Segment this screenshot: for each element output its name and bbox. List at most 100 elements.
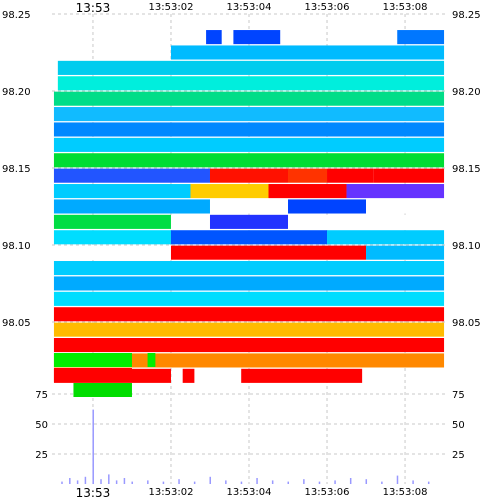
heat-cell-22-2 <box>241 368 363 383</box>
volume-bar-2 <box>76 480 79 484</box>
volume-bar-18 <box>271 480 274 484</box>
heat-cell-14-0 <box>53 245 171 260</box>
volume-bar-22 <box>334 480 336 484</box>
y-tick-label-right-1: 98.20 <box>452 87 481 98</box>
volume-bar-28 <box>427 481 430 484</box>
vol-tick-label-left-2: 25 <box>35 450 48 461</box>
x-tick-label-bottom-4: 13:53:08 <box>383 487 428 498</box>
heat-cell-9-1 <box>209 168 289 183</box>
volume-bar-15 <box>225 480 227 484</box>
x-tick-label-top-1: 13:53:02 <box>149 2 194 13</box>
volume-bar-27 <box>412 480 414 484</box>
heat-cell-0-1 <box>233 30 281 45</box>
y-tick-label-right-0: 98.25 <box>452 10 481 21</box>
volume-bar-7 <box>115 480 118 484</box>
volume-bar-6 <box>108 474 110 484</box>
volume-bar-17 <box>256 478 258 484</box>
volume-bar-14 <box>209 476 211 484</box>
heat-cell-11-0 <box>53 199 210 214</box>
heat-cell-19-0 <box>53 322 445 337</box>
x-tick-label-bottom-3: 13:53:06 <box>305 487 350 498</box>
volume-bar-8 <box>123 478 126 484</box>
heat-cell-17-0 <box>53 291 445 306</box>
heat-cell-10-2 <box>268 184 347 199</box>
vol-tick-label-left-0: 75 <box>35 390 48 401</box>
heat-cell-10-3 <box>346 184 445 199</box>
vol-tick-label-right-2: 25 <box>452 450 465 461</box>
y-tick-label-left-4: 98.05 <box>2 318 31 329</box>
heat-cell-15-0 <box>53 261 445 276</box>
heat-cell-10-1 <box>190 184 269 199</box>
heat-cell-9-0 <box>53 168 210 183</box>
heat-cell-12-3 <box>288 214 445 229</box>
x-tick-label-top-2: 13:53:04 <box>227 2 272 13</box>
heat-cell-14-1 <box>170 245 367 260</box>
volume-bar-19 <box>287 481 290 484</box>
volume-bar-21 <box>318 481 321 484</box>
heat-cell-8-0 <box>53 153 445 168</box>
volume-bar-1 <box>69 478 71 484</box>
vol-tick-label-right-1: 50 <box>452 420 465 431</box>
volume-bar-13 <box>193 481 196 484</box>
heat-cell-10-0 <box>53 184 191 199</box>
heat-cell-0-0 <box>206 30 222 45</box>
heat-cell-11-1 <box>209 199 289 214</box>
x-tick-label-top-0: 13:53 <box>76 1 111 15</box>
strip-cell-0-0 <box>53 353 132 367</box>
heat-cell-1-0 <box>170 45 445 60</box>
y-tick-label-right-4: 98.05 <box>452 318 481 329</box>
volume-bar-9 <box>131 481 133 484</box>
heat-cell-6-0 <box>53 122 445 137</box>
y-tick-label-left-1: 98.20 <box>2 87 31 98</box>
heat-cell-9-4 <box>373 168 445 183</box>
y-tick-label-right-2: 98.15 <box>452 164 481 175</box>
heat-cell-0-2 <box>397 30 445 45</box>
heat-cell-13-2 <box>327 230 445 245</box>
heat-cell-7-0 <box>53 137 445 152</box>
heat-cell-11-2 <box>288 199 367 214</box>
heat-cell-12-2 <box>209 214 289 229</box>
volume-bar-4 <box>92 409 94 484</box>
heat-cell-5-0 <box>53 107 445 122</box>
heat-cell-13-1 <box>170 230 328 245</box>
volume-bar-26 <box>396 475 399 484</box>
volume-bar-5 <box>100 479 102 484</box>
volume-bar-3 <box>84 476 87 484</box>
heat-cell-12-1 <box>170 214 210 229</box>
heat-cell-3-0 <box>57 76 445 91</box>
x-tick-label-bottom-2: 13:53:04 <box>227 487 272 498</box>
heat-cell-16-0 <box>53 276 445 291</box>
x-tick-label-bottom-1: 13:53:02 <box>149 487 194 498</box>
x-tick-label-bottom-0: 13:53 <box>76 486 111 500</box>
strip-cell-1-0 <box>53 368 132 382</box>
volume-bar-12 <box>178 479 180 484</box>
vol-tick-label-left-1: 50 <box>35 420 48 431</box>
y-tick-label-right-3: 98.10 <box>452 241 481 252</box>
heat-cell-13-0 <box>53 230 171 245</box>
volume-bar-20 <box>303 479 305 484</box>
heat-cell-2-0 <box>57 60 445 75</box>
volume-bar-0 <box>61 481 63 484</box>
heat-cell-20-0 <box>53 337 445 353</box>
strip-cell-2-0 <box>73 383 132 397</box>
heat-cell-12-0 <box>53 214 171 229</box>
heat-cell-9-2 <box>288 168 328 183</box>
y-tick-label-left-0: 98.25 <box>2 10 31 21</box>
strip-cell-0-1 <box>147 353 156 367</box>
vol-tick-label-right-0: 75 <box>452 390 465 401</box>
volume-bar-11 <box>162 481 165 484</box>
x-tick-label-top-4: 13:53:08 <box>383 2 428 13</box>
heat-cell-9-3 <box>327 168 374 183</box>
heat-cell-11-3 <box>366 199 445 214</box>
heat-cell-14-2 <box>366 245 445 260</box>
y-tick-label-left-3: 98.10 <box>2 241 31 252</box>
heat-cell-22-1 <box>182 368 195 383</box>
heat-cell-4-0 <box>53 91 445 106</box>
volume-bar-24 <box>365 479 368 484</box>
volume-bars <box>61 409 430 484</box>
heat-cell-18-0 <box>53 307 445 322</box>
heatmap-layer <box>53 30 445 397</box>
volume-bar-10 <box>147 480 149 484</box>
tick-labels: 13:53 13:53 13:53:02 13:53:02 13:53:04 13:53:… <box>2 1 481 500</box>
